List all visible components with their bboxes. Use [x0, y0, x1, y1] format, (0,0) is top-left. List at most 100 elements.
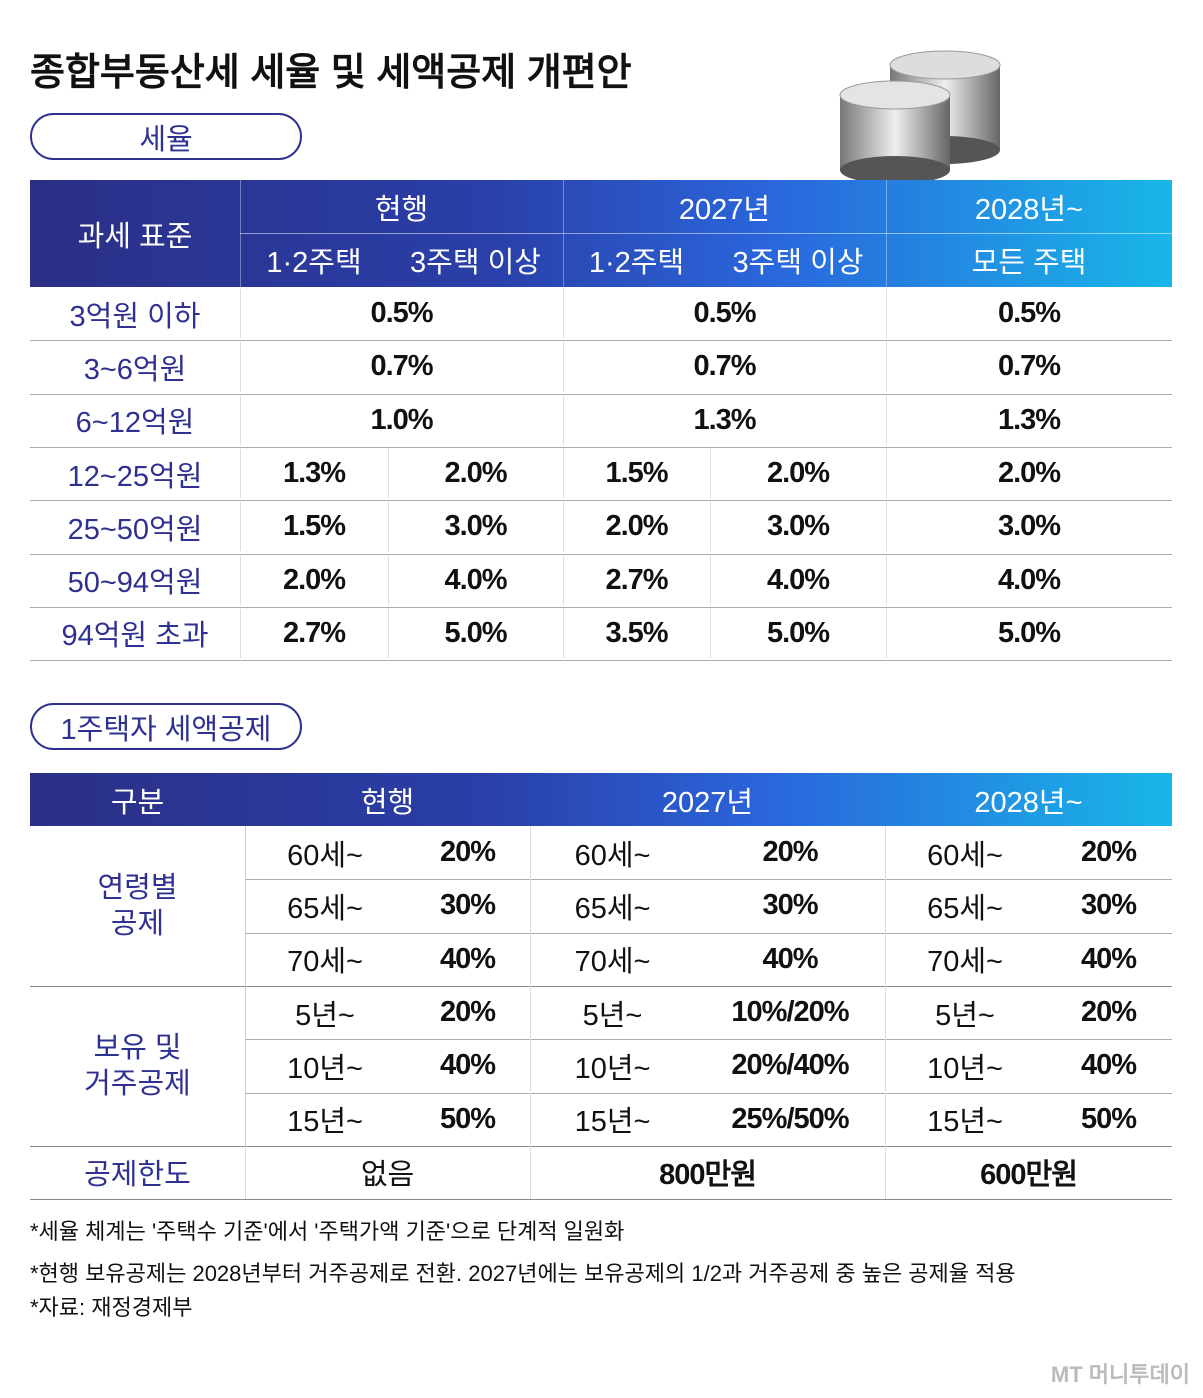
credit-condition: 5년~	[582, 999, 643, 1032]
row-line	[30, 1145, 1172, 1147]
credit-rate: 30%	[439, 889, 496, 922]
credit-rate: 10%/20%	[731, 996, 849, 1029]
column-line	[563, 289, 564, 339]
column-line	[530, 1145, 531, 1200]
credit-condition: 10년~	[927, 1052, 1003, 1085]
column-line	[240, 608, 241, 659]
group-label-line: 공제	[110, 907, 165, 940]
column-line	[240, 395, 241, 445]
column-line	[886, 448, 887, 499]
row-line	[30, 393, 1172, 395]
group-label-line: 연령별	[97, 871, 178, 904]
row-line	[30, 340, 1172, 342]
credit-condition: 65세~	[927, 892, 1003, 925]
rate-cell: 3.0%	[444, 510, 507, 543]
row-line	[245, 879, 1172, 881]
credit-condition: 70세~	[287, 946, 363, 979]
row-line	[240, 233, 1172, 234]
header-cell: 현행	[360, 786, 415, 819]
rate-cell: 2.0%	[282, 563, 346, 596]
column-line	[886, 502, 887, 552]
column-line	[240, 289, 241, 339]
rate-cell: 1.0%	[370, 403, 433, 436]
header-sub: 1·2주택	[266, 247, 362, 279]
section-pill: 1주택자 세액공제	[30, 703, 302, 750]
rate-cell: 4.0%	[766, 563, 830, 596]
column-line	[245, 985, 246, 1146]
row-label: 3억원 이하	[69, 300, 201, 333]
row-line	[30, 446, 1172, 448]
group-label: 연령별 공제	[30, 826, 245, 986]
header-group: 2028년~	[974, 193, 1084, 226]
rate-cell: 1.3%	[997, 403, 1061, 436]
column-line	[885, 826, 886, 880]
column-line	[530, 879, 531, 933]
column-line	[886, 608, 887, 659]
credit-rate: 40%	[439, 942, 496, 975]
rate-cell: 3.5%	[605, 616, 668, 649]
row-label: 25~50억원	[67, 513, 203, 546]
rate-cell: 2.0%	[444, 457, 507, 490]
credit-condition: 65세~	[574, 892, 651, 925]
table-header-bg	[30, 773, 1172, 826]
rate-cell: 2.0%	[997, 457, 1061, 490]
column-line	[388, 555, 389, 605]
column-line	[563, 180, 564, 287]
footnote: *현행 보유공제는 2028년부터 거주공제로 전환. 2027년에는 보유공제…	[30, 1261, 1016, 1286]
row-label: 50~94억원	[67, 567, 203, 600]
credit-condition: 70세~	[927, 946, 1003, 979]
rate-cell: 1.3%	[282, 457, 346, 490]
row-line	[30, 1199, 1172, 1201]
header-cell: 2027년	[661, 786, 754, 819]
header-group: 2027년	[678, 193, 771, 226]
column-line	[563, 342, 564, 392]
rate-cell: 0.5%	[997, 297, 1061, 330]
row-label: 3~6억원	[83, 353, 187, 386]
credit-condition: 10년~	[574, 1052, 651, 1085]
rate-cell: 2.0%	[605, 510, 668, 543]
section-pill: 세율	[30, 113, 302, 160]
rate-cell: 1.5%	[605, 457, 668, 490]
rate-cell: 4.0%	[997, 563, 1061, 596]
credit-condition: 10년~	[287, 1052, 363, 1085]
column-line	[885, 879, 886, 933]
header-cell: 과세 표준	[77, 220, 193, 253]
rate-cell: 0.5%	[693, 297, 756, 330]
credit-rate: 40%	[1080, 942, 1137, 975]
credit-rate: 20%	[1080, 996, 1137, 1029]
column-line	[563, 395, 564, 445]
column-line	[885, 1039, 886, 1093]
rate-cell: 2.0%	[766, 457, 830, 490]
rate-cell: 2.7%	[282, 616, 346, 649]
column-line	[240, 448, 241, 499]
column-line	[885, 932, 886, 986]
row-line	[30, 500, 1172, 502]
row-line	[245, 1039, 1172, 1041]
column-line	[388, 608, 389, 659]
row-line	[30, 660, 1172, 662]
header-sub: 1·2주택	[588, 247, 685, 279]
credit-rate: 40%	[439, 1049, 496, 1082]
column-line	[240, 502, 241, 552]
column-line	[710, 448, 711, 499]
credit-rate: 30%	[1080, 889, 1137, 922]
credit-condition: 15년~	[287, 1106, 363, 1139]
column-line	[530, 932, 531, 986]
rate-cell: 5.0%	[444, 616, 507, 649]
rate-cell: 3.0%	[766, 510, 830, 543]
row-label: 6~12억원	[75, 407, 195, 440]
column-line	[245, 826, 246, 986]
credit-condition: 60세~	[927, 839, 1003, 872]
credit-condition: 70세~	[574, 946, 651, 979]
group-label: 보유 및 거주공제	[30, 986, 245, 1146]
column-line	[530, 1039, 531, 1093]
row-line	[30, 606, 1172, 608]
rate-cell: 5.0%	[997, 616, 1061, 649]
header-cell: 2028년~	[974, 786, 1083, 819]
rate-cell: 1.5%	[282, 510, 346, 543]
watermark: MT 머니투데이	[1050, 1361, 1190, 1387]
credit-rate: 30%	[762, 889, 818, 922]
credit-condition: 60세~	[287, 839, 363, 872]
